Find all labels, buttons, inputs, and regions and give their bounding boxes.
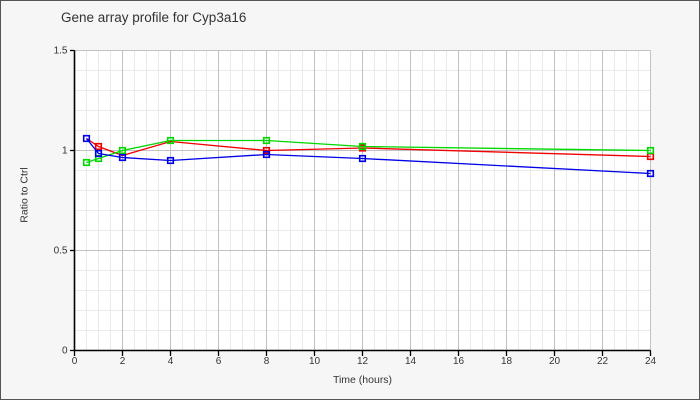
svg-text:2: 2 [120, 356, 126, 367]
svg-text:14: 14 [405, 356, 417, 367]
svg-text:0: 0 [72, 356, 78, 367]
svg-text:16: 16 [453, 356, 465, 367]
svg-text:6: 6 [216, 356, 222, 367]
svg-text:Gene array profile for Cyp3a16: Gene array profile for Cyp3a16 [61, 10, 246, 25]
svg-text:Time (hours): Time (hours) [333, 374, 392, 386]
svg-text:10: 10 [309, 356, 321, 367]
svg-text:12: 12 [357, 356, 369, 367]
svg-text:0: 0 [62, 346, 68, 357]
svg-text:18: 18 [501, 356, 513, 367]
svg-text:20: 20 [549, 356, 561, 367]
svg-text:24: 24 [645, 356, 657, 367]
svg-text:8: 8 [264, 356, 270, 367]
svg-text:1.5: 1.5 [54, 46, 68, 57]
svg-text:0.5: 0.5 [54, 246, 68, 257]
svg-text:1: 1 [62, 146, 68, 157]
svg-text:4: 4 [168, 356, 174, 367]
svg-text:Ratio to Ctrl: Ratio to Ctrl [19, 167, 31, 222]
svg-text:22: 22 [597, 356, 609, 367]
